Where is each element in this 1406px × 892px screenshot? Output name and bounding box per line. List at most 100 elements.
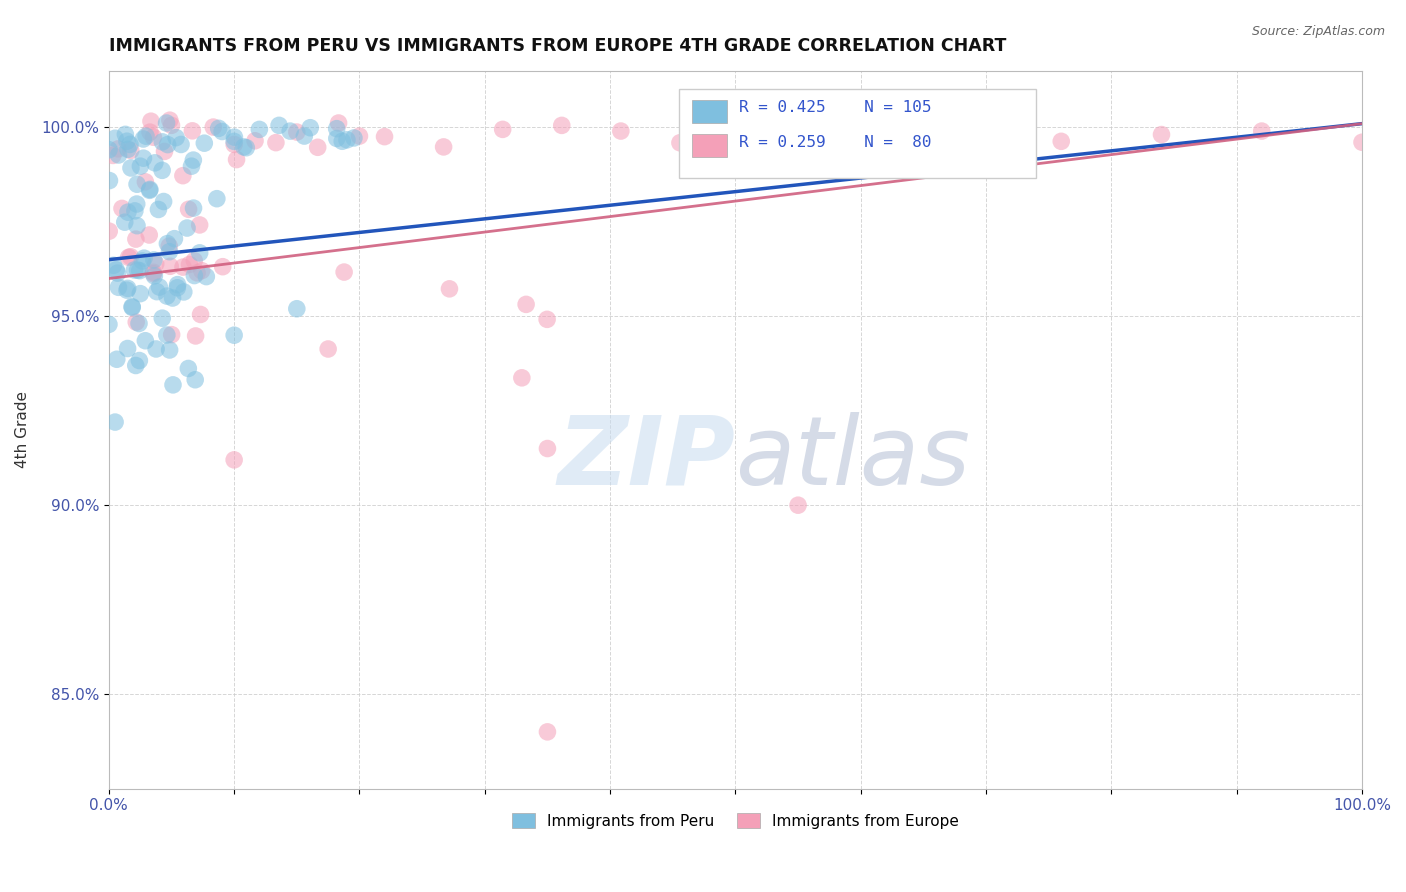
Point [145,342,167,356]
Point [117,142,139,156]
Point [336,133,359,147]
Point [224,130,246,145]
Point [117,205,139,219]
Point [104,131,127,145]
Point [125,197,148,211]
Point [1250,124,1272,138]
Point [115,134,138,148]
Point [139,114,162,128]
Point [243,134,266,148]
Point [146,285,169,299]
Point [551,119,574,133]
Point [128,353,150,368]
Point [125,315,148,329]
Point [179,258,201,272]
Point [325,121,347,136]
Point [184,373,207,387]
Point [132,132,155,146]
Point [132,251,155,265]
Point [148,202,170,217]
Point [153,145,176,159]
Point [135,129,157,144]
Point [307,140,329,154]
Point [139,125,162,139]
Point [159,244,181,259]
Point [114,215,136,229]
Point [117,281,139,295]
Point [139,182,162,196]
Point [134,175,156,189]
Point [160,119,183,133]
Point [105,352,128,367]
Point [610,124,633,138]
Point [1050,134,1073,148]
Point [787,498,810,512]
Point [156,236,179,251]
Point [224,135,246,149]
Point [117,342,139,356]
Point [165,130,187,145]
Text: ZIP: ZIP [558,412,735,505]
Point [104,415,127,429]
Text: atlas: atlas [735,412,970,505]
Point [145,257,167,271]
Point [142,265,165,279]
Point [333,265,356,279]
Point [536,312,558,326]
Point [111,202,134,216]
Point [183,268,205,283]
Text: Source: ZipAtlas.com: Source: ZipAtlas.com [1251,25,1385,38]
Point [173,285,195,299]
Y-axis label: 4th Grade: 4th Grade [15,391,30,468]
Point [125,232,148,246]
Point [162,377,184,392]
FancyBboxPatch shape [692,100,727,123]
Point [264,136,287,150]
Point [176,221,198,235]
Point [159,260,181,274]
Point [156,289,179,303]
Point [235,141,257,155]
Point [156,137,179,152]
Point [163,232,186,246]
Point [211,260,233,274]
Point [316,342,339,356]
Point [536,724,558,739]
Point [107,266,129,280]
Point [202,120,225,134]
Text: R = 0.259    N =  80: R = 0.259 N = 80 [740,135,932,150]
Point [128,317,150,331]
Point [138,227,160,242]
Point [225,153,247,167]
Point [131,254,153,268]
Point [195,269,218,284]
Point [183,253,205,268]
Point [132,151,155,165]
Point [172,169,194,183]
Point [97,318,120,332]
Legend: Immigrants from Peru, Immigrants from Europe: Immigrants from Peru, Immigrants from Eu… [506,806,965,835]
Point [142,130,165,145]
Text: IMMIGRANTS FROM PERU VS IMMIGRANTS FROM EUROPE 4TH GRADE CORRELATION CHART: IMMIGRANTS FROM PERU VS IMMIGRANTS FROM … [108,37,1007,55]
Point [299,120,322,135]
Point [536,442,558,456]
Point [150,135,173,149]
Point [669,136,692,150]
Point [155,116,177,130]
Point [120,161,142,175]
Point [190,263,212,277]
Point [373,129,395,144]
Point [124,263,146,277]
Point [159,343,181,357]
Point [150,311,173,326]
Point [101,148,124,162]
Point [125,359,148,373]
Point [328,116,350,130]
Point [107,280,129,294]
Point [152,194,174,209]
Point [326,131,349,145]
Point [172,260,194,274]
Point [142,267,165,281]
Point [232,140,254,154]
FancyBboxPatch shape [679,88,1036,178]
